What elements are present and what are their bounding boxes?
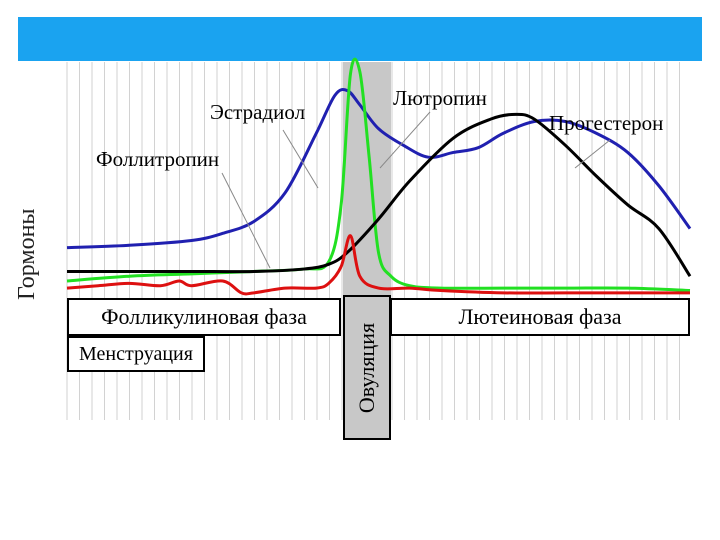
series-line-2 <box>67 112 692 278</box>
header-banner <box>18 17 702 61</box>
callout-line-3 <box>221 172 271 269</box>
label-estradiol: Эстрадиол <box>210 100 306 124</box>
callout-line-2 <box>574 139 611 169</box>
ovulation-band <box>343 62 391 295</box>
series-line-0 <box>66 87 692 250</box>
callout-line-0 <box>282 129 319 189</box>
phase-menstruation: Менструация <box>67 336 205 372</box>
label-progesterone: Прогестерон <box>549 111 664 135</box>
y-axis-label: Гормоны <box>14 208 40 300</box>
phase-luteal: Лютеиновая фаза <box>390 298 690 336</box>
label-follitropin: Фоллитропин <box>96 147 220 171</box>
label-lutropin: Лютропин <box>393 86 487 110</box>
phase-ovulation: Овуляция <box>343 295 391 440</box>
phase-follicular: Фолликулиновая фаза <box>67 298 341 336</box>
callout-lines <box>221 111 611 269</box>
series-layer <box>66 57 692 296</box>
phase-ovulation-text: Овуляция <box>354 322 379 413</box>
series-line-3 <box>66 234 690 296</box>
callout-line-1 <box>379 111 431 169</box>
